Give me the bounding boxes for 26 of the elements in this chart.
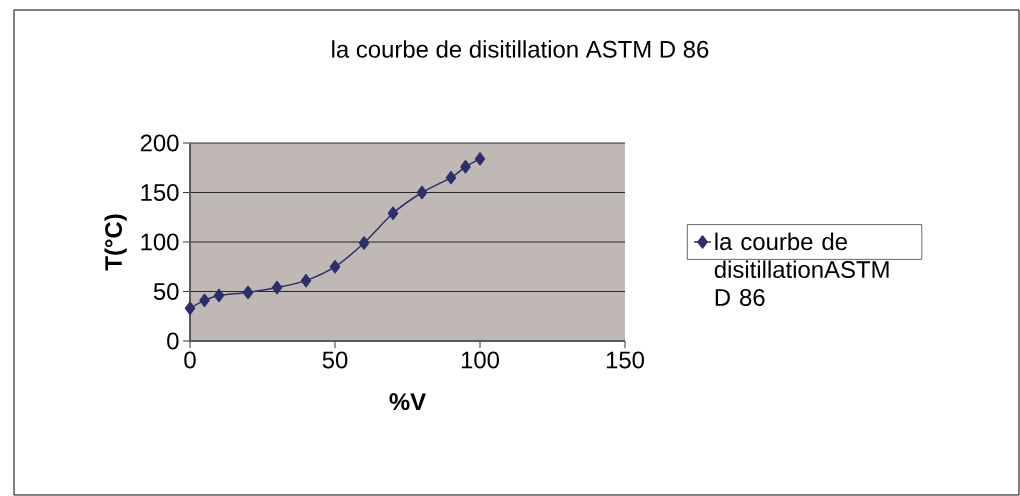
legend-label: la courbe de disitillationASTM D 86 (714, 232, 889, 306)
y-tick-label: 0 (167, 332, 179, 350)
y-tick-label: 50 (153, 283, 179, 300)
x-tick-label: 150 (606, 351, 645, 369)
y-tick-label: 100 (141, 233, 179, 251)
point (358, 236, 370, 250)
x-axis-title: %V (389, 393, 426, 411)
y-axis-title: T(°C) (104, 214, 127, 271)
point (300, 273, 312, 288)
point (329, 259, 341, 274)
point (460, 160, 471, 174)
y-tick-label: 200 (140, 134, 179, 152)
point (199, 293, 210, 308)
point (416, 185, 428, 200)
y-tick-label: 150 (141, 184, 179, 201)
point (184, 301, 196, 316)
x-tick-label: 50 (322, 351, 348, 369)
point (445, 170, 457, 185)
point (213, 288, 225, 303)
chart-title: la courbe de disitillation ASTM D 86 (332, 40, 709, 58)
x-tick-label: 100 (461, 351, 500, 369)
point (271, 280, 283, 295)
point (387, 206, 399, 221)
point (474, 152, 486, 166)
x-tick-label: 0 (184, 351, 196, 369)
point (242, 285, 254, 300)
